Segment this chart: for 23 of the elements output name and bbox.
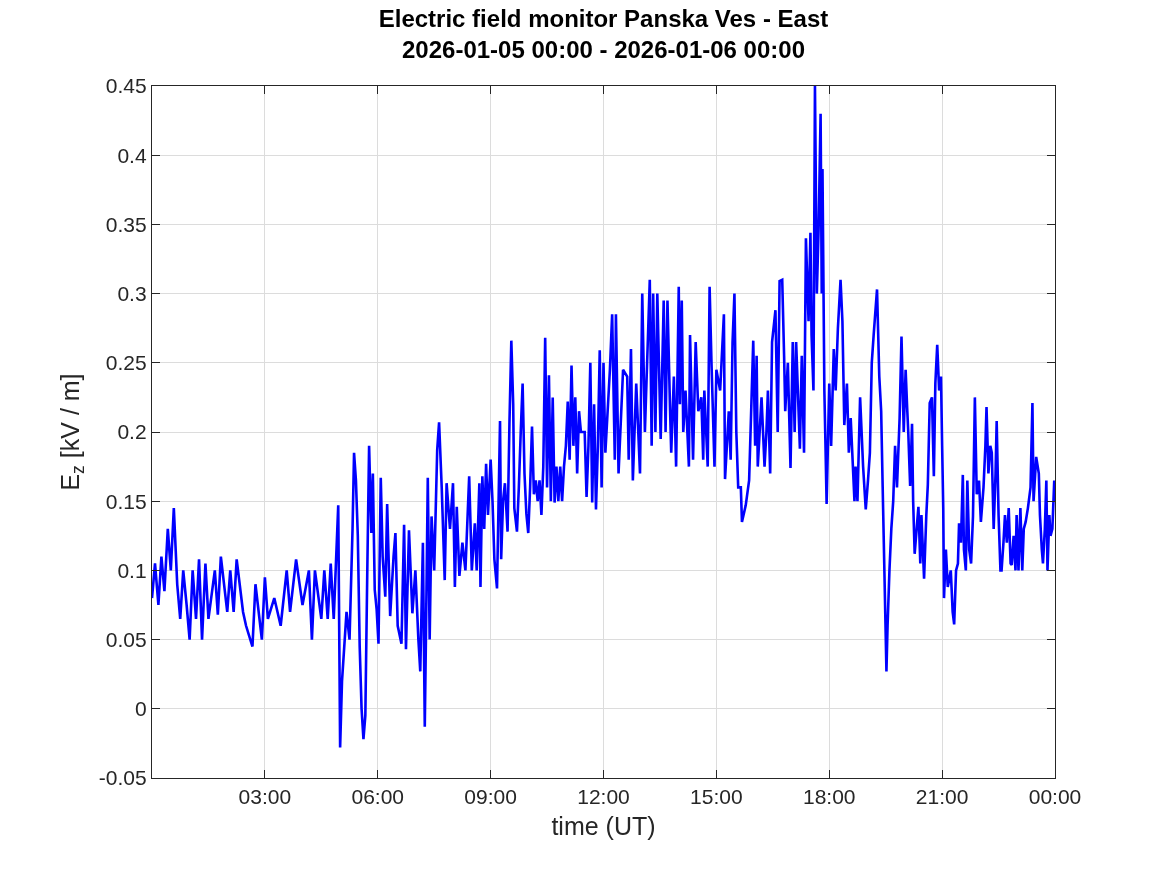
y-tick-label: -0.05 bbox=[98, 766, 147, 790]
x-tick-label: 21:00 bbox=[915, 785, 969, 809]
line-series bbox=[152, 86, 1055, 749]
y-tick-label: 0.4 bbox=[117, 143, 147, 167]
x-axis-title: time (UT) bbox=[551, 812, 656, 841]
x-tick-label: 06:00 bbox=[351, 785, 405, 809]
x-tick-label: 09:00 bbox=[464, 785, 517, 809]
y-tick-label: 0.15 bbox=[105, 489, 147, 513]
y-tick-label: 0.05 bbox=[105, 627, 147, 651]
y-tick-label: 0.25 bbox=[105, 351, 147, 375]
y-tick-label: 0.35 bbox=[105, 212, 147, 236]
x-tick-label: 18:00 bbox=[802, 785, 856, 809]
y-tick-label: 0.45 bbox=[105, 74, 147, 98]
y-tick-label: 0.1 bbox=[117, 558, 147, 582]
y-tick-label: 0 bbox=[134, 697, 147, 721]
x-tick-label: 12:00 bbox=[577, 785, 630, 809]
y-tick-label: 0.2 bbox=[117, 420, 147, 444]
y-tick-label: 0.3 bbox=[117, 281, 147, 305]
x-tick-label: 03:00 bbox=[238, 785, 292, 809]
chart-subtitle: 2026-01-05 00:00 - 2026-01-06 00:00 bbox=[402, 36, 805, 64]
x-tick-label: 00:00 bbox=[1028, 785, 1082, 809]
chart-title: Electric field monitor Panska Ves - East bbox=[378, 5, 829, 33]
x-tick-label: 15:00 bbox=[690, 785, 743, 809]
